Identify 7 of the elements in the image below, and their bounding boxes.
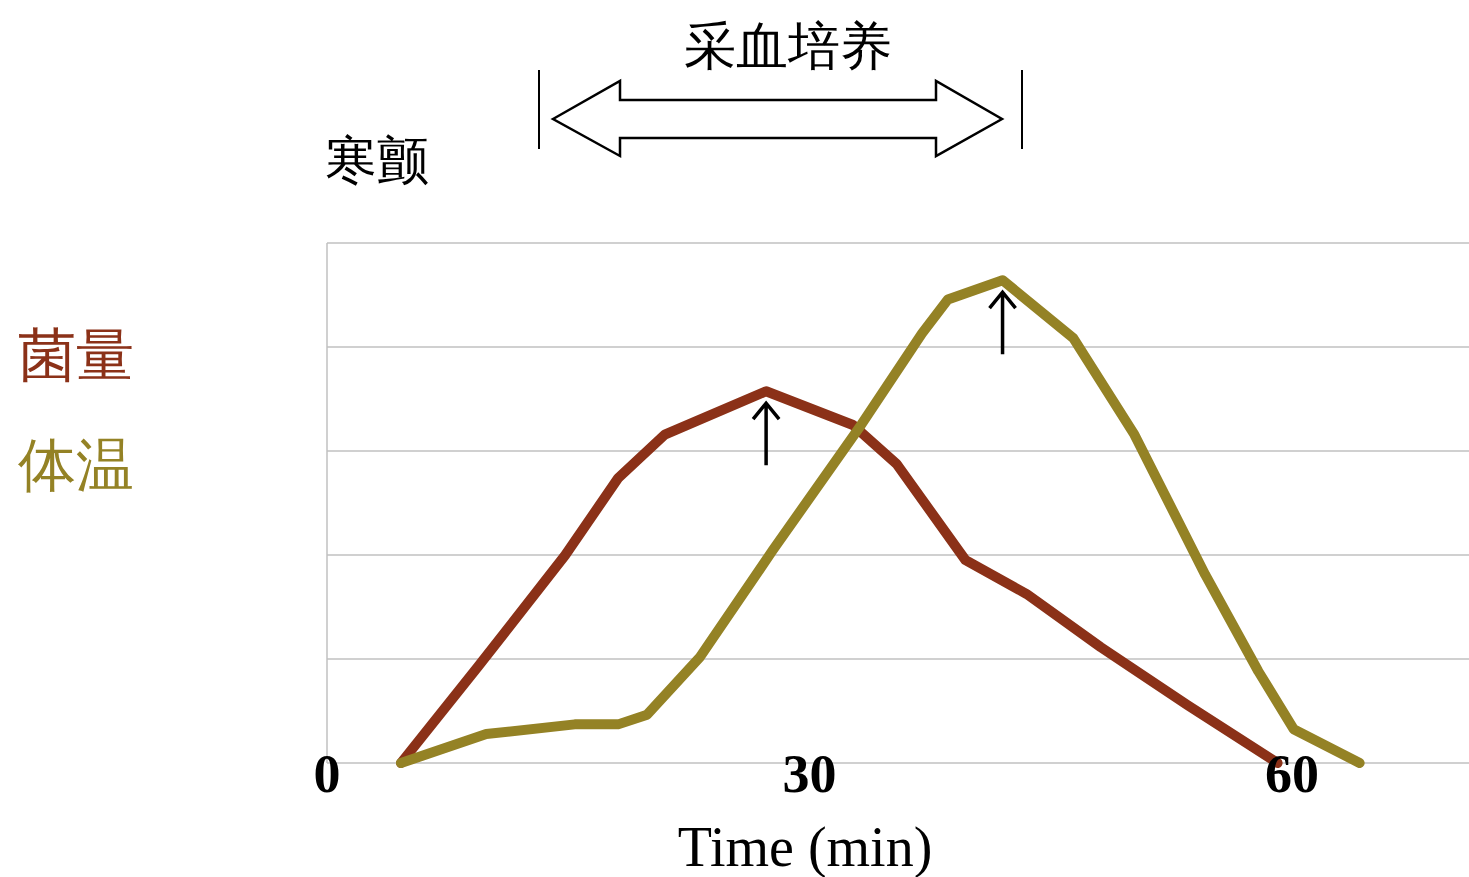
x-tick-label: 60: [1265, 744, 1320, 804]
x-tick-label: 0: [313, 744, 341, 804]
text: 采血培养: [684, 18, 892, 75]
text: 菌量: [18, 323, 134, 388]
x-tick-label: 30: [782, 744, 837, 804]
text: 寒颤: [325, 132, 429, 189]
text: 体温: [18, 433, 134, 498]
